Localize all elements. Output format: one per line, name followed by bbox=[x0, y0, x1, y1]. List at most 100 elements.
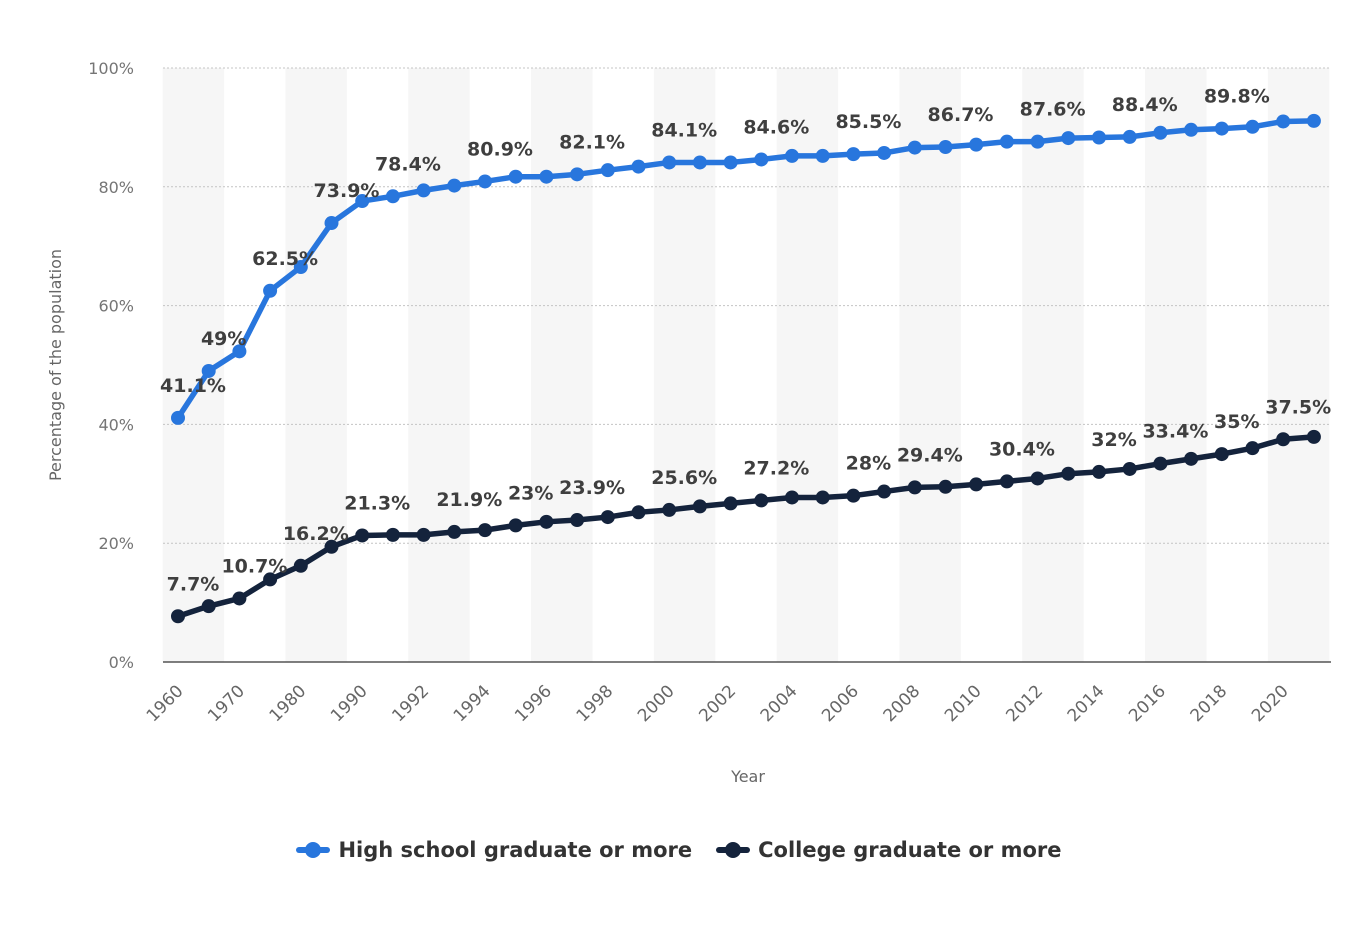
data-point bbox=[631, 505, 646, 520]
background-band bbox=[1145, 68, 1207, 662]
alternating-bands bbox=[162, 68, 1330, 662]
data-point bbox=[447, 178, 462, 193]
background-band bbox=[776, 68, 839, 662]
data-label: 88.4% bbox=[1112, 94, 1178, 116]
data-point bbox=[877, 145, 892, 160]
data-point bbox=[324, 216, 339, 231]
data-point bbox=[570, 513, 585, 528]
data-label: 21.3% bbox=[344, 492, 410, 514]
data-point bbox=[785, 490, 799, 505]
data-point bbox=[692, 155, 707, 170]
data-point bbox=[232, 591, 247, 606]
data-label: 84.6% bbox=[743, 116, 809, 138]
data-point bbox=[385, 527, 400, 542]
x-tick-label: 1960 bbox=[143, 681, 188, 726]
y-tick-label: 20% bbox=[98, 534, 134, 553]
x-tick-label: 2010 bbox=[941, 681, 986, 726]
y-tick-label: 80% bbox=[98, 178, 134, 197]
data-point bbox=[999, 474, 1014, 489]
data-point bbox=[662, 155, 677, 170]
data-point bbox=[815, 490, 830, 505]
x-axis-title: Year bbox=[730, 767, 765, 786]
data-point bbox=[1214, 447, 1229, 462]
legend-item-college[interactable]: College graduate or more bbox=[716, 838, 1062, 862]
data-point bbox=[662, 502, 677, 517]
data-point bbox=[969, 137, 984, 152]
data-label: 25.6% bbox=[651, 467, 717, 489]
data-label: 84.1% bbox=[651, 119, 717, 141]
series-points bbox=[171, 113, 1321, 624]
data-point bbox=[1306, 113, 1321, 128]
data-label: 23% bbox=[508, 482, 553, 504]
data-label: 27.2% bbox=[743, 457, 809, 479]
data-point bbox=[631, 159, 646, 174]
data-point bbox=[1306, 429, 1321, 444]
data-point bbox=[1153, 456, 1168, 471]
data-point bbox=[846, 147, 861, 162]
x-tick-label: 1990 bbox=[327, 681, 372, 726]
data-point bbox=[171, 609, 185, 624]
data-point bbox=[478, 174, 492, 189]
data-label: 87.6% bbox=[1020, 99, 1086, 121]
data-label: 82.1% bbox=[559, 131, 625, 153]
data-point bbox=[324, 539, 339, 554]
data-point bbox=[201, 363, 216, 378]
data-point bbox=[600, 510, 615, 525]
legend: High school graduate or more College gra… bbox=[0, 838, 1358, 862]
data-point bbox=[1214, 121, 1229, 136]
data-point bbox=[1092, 464, 1106, 479]
data-point bbox=[1245, 441, 1260, 456]
data-point bbox=[1122, 129, 1137, 144]
x-tick-label: 2020 bbox=[1248, 681, 1293, 726]
horizontal-gridlines bbox=[163, 67, 1331, 663]
data-point bbox=[907, 140, 922, 155]
series-line-0 bbox=[175, 118, 1317, 421]
x-tick-label: 1998 bbox=[573, 681, 618, 726]
data-point bbox=[969, 477, 984, 492]
data-point bbox=[723, 496, 738, 511]
background-band bbox=[653, 68, 716, 662]
data-label: 23.9% bbox=[559, 477, 625, 499]
y-axis-ticks: 0% 20% 40% 60% 80% 100% bbox=[88, 59, 134, 672]
y-tick-label: 60% bbox=[98, 297, 134, 316]
y-tick-label: 0% bbox=[109, 653, 134, 672]
data-label: 73.9% bbox=[314, 180, 380, 202]
y-tick-label: 40% bbox=[98, 415, 134, 434]
data-label: 28% bbox=[846, 453, 891, 475]
data-point bbox=[1092, 130, 1106, 145]
background-band bbox=[408, 68, 470, 662]
background-band bbox=[899, 68, 961, 662]
data-point bbox=[1184, 122, 1199, 137]
data-label: 10.7% bbox=[221, 555, 287, 577]
data-label: 33.4% bbox=[1142, 421, 1208, 443]
background-band bbox=[531, 68, 593, 662]
data-point bbox=[416, 183, 431, 198]
data-point bbox=[201, 599, 216, 614]
legend-label-high-school: High school graduate or more bbox=[338, 838, 693, 862]
data-point bbox=[385, 189, 400, 204]
data-label: 86.7% bbox=[928, 104, 994, 126]
data-point bbox=[293, 259, 308, 274]
background-band bbox=[1022, 68, 1084, 662]
data-point bbox=[508, 518, 523, 533]
data-point bbox=[263, 572, 278, 587]
data-labels: 41.1% 49% 62.5% 73.9% 78.4% 80.9% 82.1% 84.1% 84… bbox=[160, 86, 1331, 596]
data-point bbox=[1153, 125, 1168, 140]
data-point bbox=[1122, 461, 1137, 476]
x-tick-label: 2018 bbox=[1187, 681, 1232, 726]
data-point bbox=[447, 524, 462, 539]
background-band bbox=[1267, 68, 1330, 662]
x-axis-ticks: 1960 1970 1980 1990 1992 1994 1996 1998 2000 2002… bbox=[143, 681, 1293, 726]
data-point bbox=[846, 488, 861, 503]
legend-item-high-school[interactable]: High school graduate or more bbox=[296, 838, 692, 862]
data-label: 78.4% bbox=[375, 153, 441, 175]
data-point bbox=[754, 152, 769, 167]
data-point bbox=[539, 169, 554, 184]
x-tick-label: 2012 bbox=[1002, 681, 1047, 726]
data-label: 85.5% bbox=[835, 111, 901, 133]
data-label: 29.4% bbox=[897, 444, 963, 466]
data-point bbox=[1276, 432, 1291, 447]
data-label: 32% bbox=[1091, 429, 1136, 451]
data-label: 62.5% bbox=[252, 248, 318, 270]
data-label: 49% bbox=[201, 328, 246, 350]
